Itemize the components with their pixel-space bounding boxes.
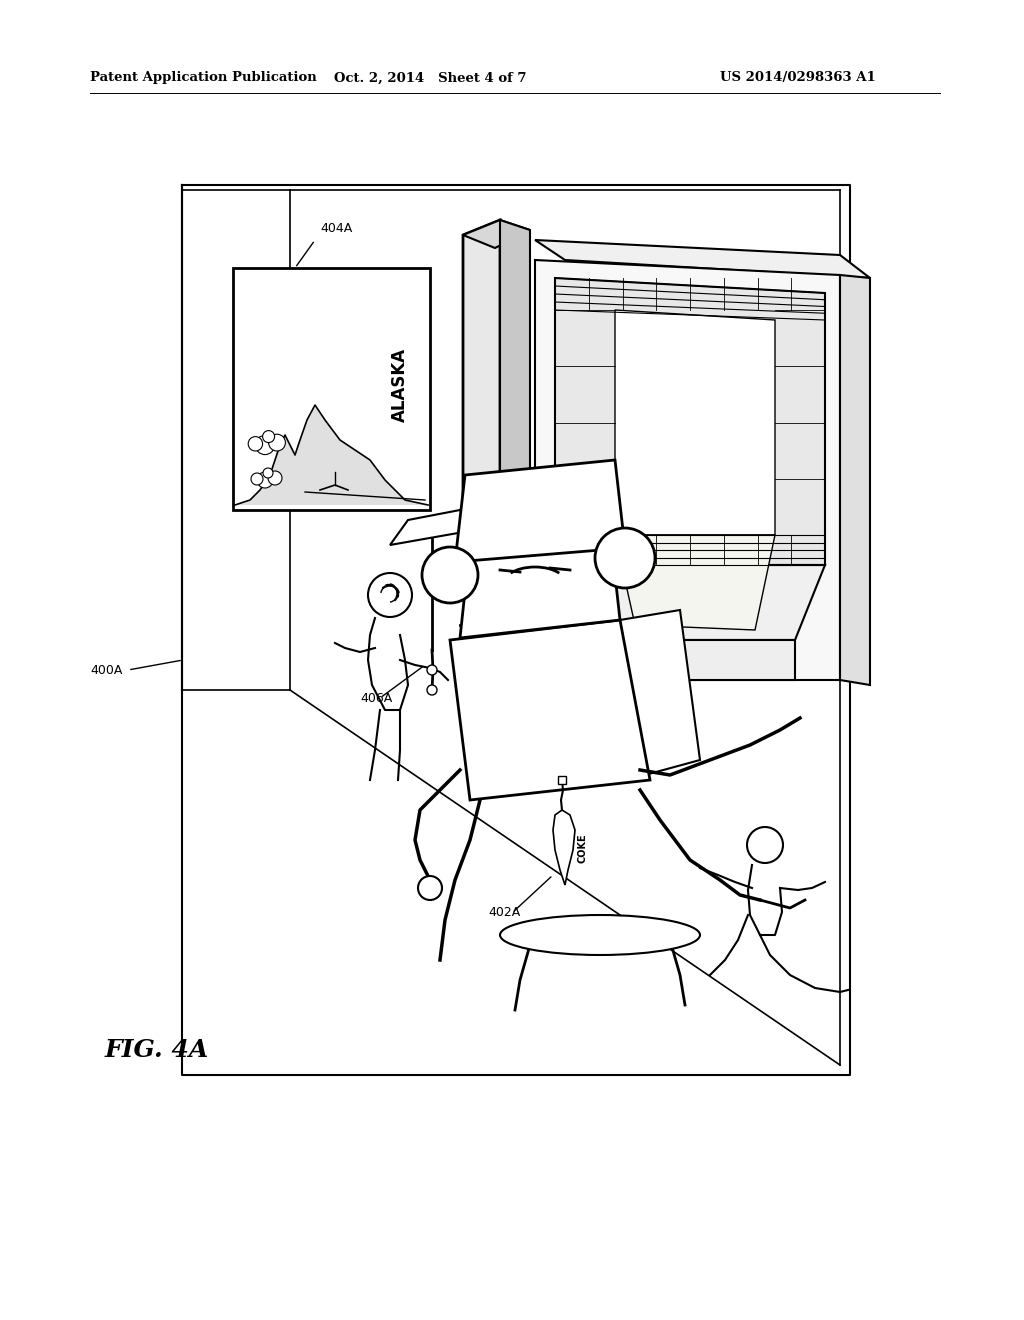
Polygon shape	[615, 310, 775, 535]
Polygon shape	[555, 640, 795, 680]
Polygon shape	[553, 810, 575, 884]
Polygon shape	[460, 531, 620, 638]
Circle shape	[368, 573, 412, 616]
Circle shape	[427, 665, 437, 675]
Polygon shape	[555, 565, 825, 640]
Text: 406A: 406A	[360, 692, 392, 705]
Circle shape	[746, 828, 783, 863]
Polygon shape	[463, 220, 530, 248]
Circle shape	[251, 473, 263, 484]
Text: Oct. 2, 2014   Sheet 4 of 7: Oct. 2, 2014 Sheet 4 of 7	[334, 71, 526, 84]
Text: FIG. 4A: FIG. 4A	[105, 1038, 209, 1063]
Polygon shape	[455, 459, 625, 562]
Circle shape	[268, 471, 282, 484]
Text: Patent Application Publication: Patent Application Publication	[90, 71, 316, 84]
Polygon shape	[500, 220, 530, 595]
Text: 404A: 404A	[319, 222, 352, 235]
Circle shape	[255, 436, 274, 454]
Ellipse shape	[500, 915, 700, 954]
Polygon shape	[450, 531, 635, 562]
Circle shape	[595, 528, 655, 587]
Text: ALASKA: ALASKA	[391, 348, 409, 422]
Text: COKE: COKE	[578, 833, 588, 863]
Circle shape	[248, 437, 262, 451]
Circle shape	[427, 685, 437, 696]
Polygon shape	[620, 610, 700, 775]
Circle shape	[418, 876, 442, 900]
Polygon shape	[234, 405, 428, 506]
Polygon shape	[555, 279, 825, 565]
Text: 400A: 400A	[90, 664, 123, 676]
Bar	[233, 268, 430, 510]
Polygon shape	[535, 240, 870, 279]
Text: US 2014/0298363 A1: US 2014/0298363 A1	[720, 71, 876, 84]
Polygon shape	[390, 510, 475, 545]
Polygon shape	[840, 275, 870, 685]
Circle shape	[263, 469, 273, 478]
Circle shape	[422, 546, 478, 603]
Polygon shape	[615, 535, 775, 630]
Polygon shape	[535, 260, 840, 680]
Circle shape	[262, 430, 274, 442]
Circle shape	[257, 473, 273, 488]
Circle shape	[268, 434, 286, 451]
Bar	[558, 776, 566, 784]
Polygon shape	[450, 620, 650, 800]
Text: 402A: 402A	[488, 907, 520, 920]
Polygon shape	[463, 220, 500, 601]
